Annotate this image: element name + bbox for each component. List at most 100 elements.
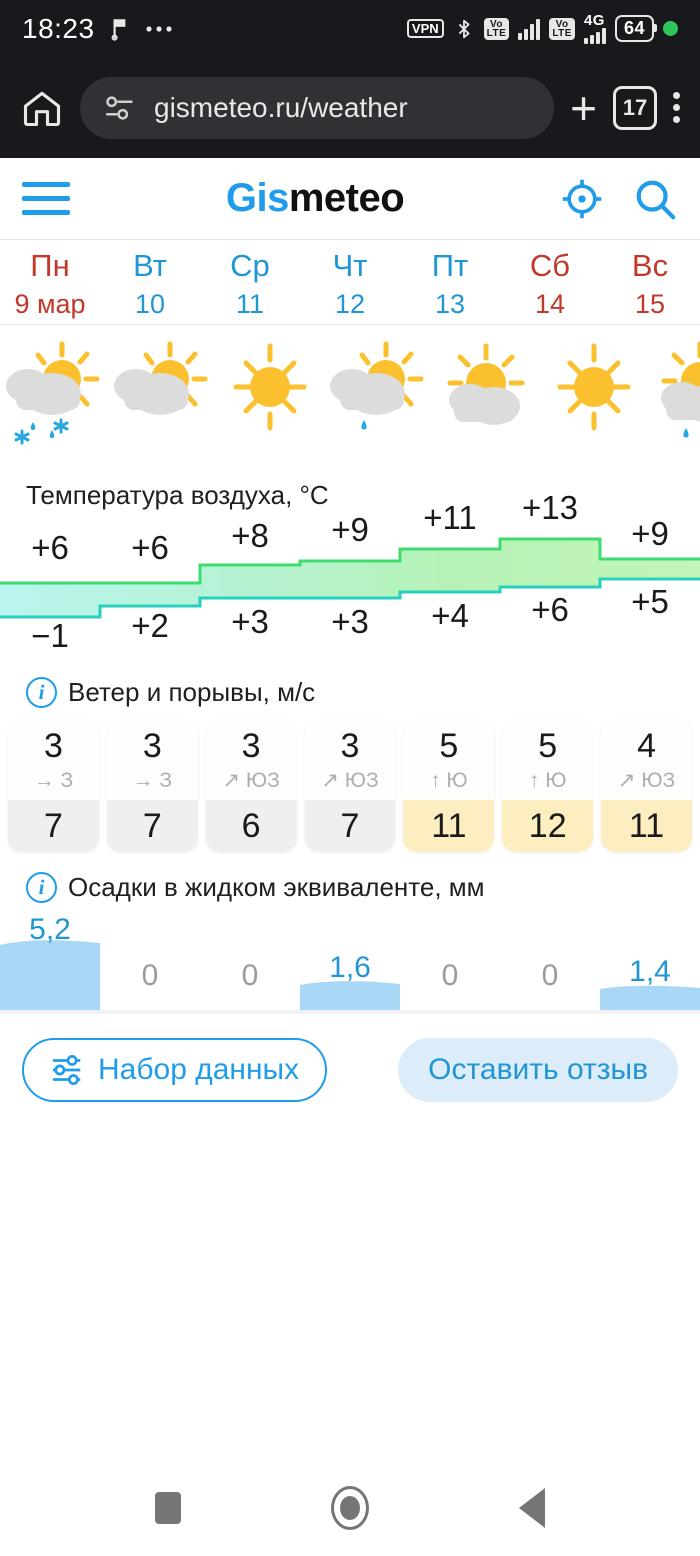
wind-card-2[interactable]: 3 ↗ ЮЗ 6 — [205, 720, 297, 852]
wind-card-top: 3 ↗ ЮЗ — [304, 720, 396, 800]
wind-speed: 5 — [538, 727, 558, 765]
precip-value: 5,2 — [29, 913, 71, 946]
precip-column-2: 0 — [200, 909, 300, 1014]
weather-icon-5 — [540, 325, 648, 470]
logo-meteo: meteo — [288, 176, 405, 220]
day-column-2[interactable]: Ср 11 — [200, 246, 300, 322]
android-nav-bar — [0, 1460, 700, 1556]
browser-toolbar: gismeteo.ru/weather + 17 — [0, 57, 700, 158]
temp-min: +3 — [231, 603, 269, 640]
search-icon[interactable] — [632, 176, 678, 222]
temp-max: +6 — [131, 529, 169, 566]
temp-max: +9 — [331, 511, 369, 548]
wind-speed: 3 — [43, 727, 63, 765]
wind-speed: 3 — [142, 727, 162, 765]
day-name: Пн — [30, 248, 70, 283]
wind-gust: 7 — [106, 800, 198, 852]
precipitation-section-title: i Осадки в жидком эквиваленте, мм — [0, 852, 700, 903]
home-icon[interactable] — [20, 86, 64, 130]
day-name: Сб — [529, 248, 571, 283]
precip-value: 1,4 — [629, 955, 671, 988]
precip-bar-6 — [600, 985, 700, 1010]
wind-direction: → З — [132, 769, 173, 792]
header-icons — [560, 176, 678, 222]
wind-speed: 3 — [340, 727, 360, 765]
overflow-menu-icon[interactable] — [673, 92, 680, 123]
day-name: Вс — [631, 248, 669, 283]
wind-card-4[interactable]: 5 ↑ Ю 11 — [403, 720, 495, 852]
precipitation-chart: 5,2 0 0 1,6 0 0 1,4 — [0, 909, 700, 1014]
wind-direction: ↗ ЮЗ — [222, 769, 280, 792]
day-date: 10 — [134, 289, 166, 319]
gismeteo-logo[interactable]: Gismeteo — [70, 176, 560, 221]
temperature-chart: +6 −1 +6 +2 +8 +3 +9 +3 +11 +4 +13 +6 +9… — [0, 489, 700, 667]
page-info-icon[interactable] — [102, 93, 138, 123]
day-column-6[interactable]: Вс 15 — [600, 246, 700, 322]
volte-icon: Vo LTE — [483, 17, 510, 40]
precip-bar-0 — [0, 940, 100, 1010]
action-buttons-row: Набор данных Оставить отзыв — [0, 1014, 700, 1102]
temp-min: +5 — [631, 583, 669, 620]
temp-min: −1 — [31, 617, 69, 654]
wind-gust: 6 — [205, 800, 297, 852]
hamburger-icon[interactable] — [22, 182, 70, 215]
status-bar-right: VPN Vo LTE Vo LTE 4G 64 — [406, 13, 678, 44]
wind-card-top: 4 ↗ ЮЗ — [601, 720, 692, 800]
info-icon[interactable]: i — [26, 872, 57, 903]
status-time: 18:23 — [22, 12, 95, 44]
temp-column-4: +11 +4 — [400, 499, 500, 667]
wind-card-0[interactable]: 3 → З 7 — [8, 720, 99, 852]
wind-card-1[interactable]: 3 → З 7 — [106, 720, 198, 852]
temp-column-3: +9 +3 — [300, 511, 400, 667]
feedback-button[interactable]: Оставить отзыв — [398, 1038, 678, 1102]
logo-gis: Gis — [225, 176, 289, 220]
square-recents-icon[interactable] — [155, 1492, 181, 1524]
temp-max: +13 — [522, 489, 578, 526]
wind-direction: → З — [33, 769, 74, 792]
info-icon[interactable]: i — [26, 677, 57, 708]
triangle-back-icon[interactable] — [519, 1488, 545, 1528]
weather-icon-6 — [648, 325, 700, 470]
day-date: 12 — [334, 289, 366, 319]
signal-bars-4g — [583, 28, 606, 44]
precip-value: 0 — [541, 959, 559, 992]
weather-icon-4 — [432, 325, 540, 470]
feedback-button-label: Оставить отзыв — [428, 1053, 648, 1086]
address-bar-url: gismeteo.ru/weather — [154, 91, 408, 123]
precip-bar-3 — [300, 981, 400, 1010]
weather-icon-1 — [108, 325, 216, 470]
day-column-1[interactable]: Вт 10 — [100, 246, 200, 322]
wind-row: 3 → З 7 3 → З 7 3 ↗ ЮЗ 6 3 ↗ ЮЗ 7 5 ↑ Ю … — [0, 708, 700, 852]
geolocation-icon[interactable] — [560, 177, 604, 221]
day-column-3[interactable]: Чт 12 — [300, 246, 400, 322]
wind-card-top: 3 ↗ ЮЗ — [205, 720, 297, 800]
address-bar[interactable]: gismeteo.ru/weather — [80, 76, 555, 139]
weather-icon-3 — [324, 325, 432, 470]
precip-value: 0 — [141, 959, 159, 992]
wind-direction: ↑ Ю — [430, 769, 468, 792]
dataset-button[interactable]: Набор данных — [22, 1038, 328, 1102]
status-bar-left: 18:23 — [22, 13, 175, 45]
dataset-button-label: Набор данных — [98, 1053, 300, 1086]
day-name: Вт — [133, 248, 167, 283]
temp-column-2: +8 +3 — [200, 517, 300, 667]
day-column-0[interactable]: Пн 9 мар — [0, 246, 100, 322]
wind-card-5[interactable]: 5 ↑ Ю 12 — [502, 720, 594, 852]
temp-column-1: +6 +2 — [100, 517, 200, 667]
temp-column-0: +6 −1 — [0, 517, 100, 667]
precip-value: 0 — [441, 959, 459, 992]
precip-value: 1,6 — [329, 951, 371, 984]
plus-icon[interactable]: + — [570, 81, 597, 134]
day-date: 13 — [434, 289, 466, 319]
wind-gust: 11 — [403, 800, 495, 852]
temp-max: +9 — [631, 515, 669, 552]
day-column-4[interactable]: Пт 13 — [400, 246, 500, 322]
tab-counter[interactable]: 17 — [613, 85, 657, 130]
wind-direction: ↑ Ю — [528, 769, 567, 792]
wind-speed: 3 — [241, 727, 261, 765]
wind-card-3[interactable]: 3 ↗ ЮЗ 7 — [304, 720, 396, 852]
day-column-5[interactable]: Сб 14 — [500, 246, 600, 322]
wind-card-6[interactable]: 4 ↗ ЮЗ 11 — [601, 720, 692, 852]
temp-min: +3 — [331, 603, 369, 640]
circle-home-icon[interactable] — [331, 1486, 369, 1530]
